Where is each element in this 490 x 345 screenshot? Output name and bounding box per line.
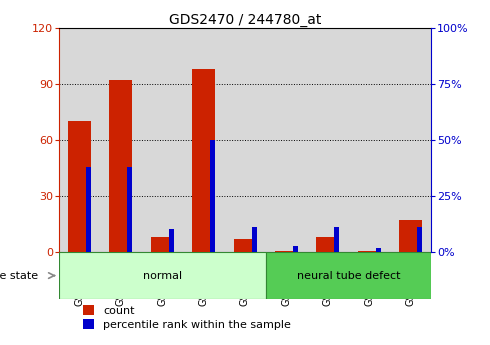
Bar [100,28,142,252]
Title: GDS2470 / 244780_at: GDS2470 / 244780_at [169,12,321,27]
Bar [68,121,91,252]
Bar [399,220,422,252]
Bar [293,246,298,252]
Legend: count, percentile rank within the sample: count, percentile rank within the sample [83,305,291,330]
Bar [59,252,266,299]
Bar [334,227,340,252]
Bar [210,140,215,252]
Bar [109,80,132,252]
Bar [417,227,422,252]
Bar [252,227,257,252]
Text: normal: normal [143,270,182,280]
Text: disease state: disease state [0,270,38,280]
Bar [390,28,431,252]
Bar [275,251,298,252]
Bar [183,28,224,252]
Bar [127,167,132,252]
Bar [59,28,100,252]
Bar [192,69,215,252]
Bar [151,237,173,252]
Bar [234,239,256,252]
Bar [169,229,174,252]
Bar [86,167,91,252]
Bar [266,28,307,252]
Bar [376,248,381,252]
Text: neural tube defect: neural tube defect [296,270,400,280]
Bar [142,28,183,252]
Bar [348,28,390,252]
Bar [317,237,339,252]
Bar [224,28,266,252]
Bar [266,252,431,299]
Bar [358,251,381,252]
Bar [307,28,348,252]
